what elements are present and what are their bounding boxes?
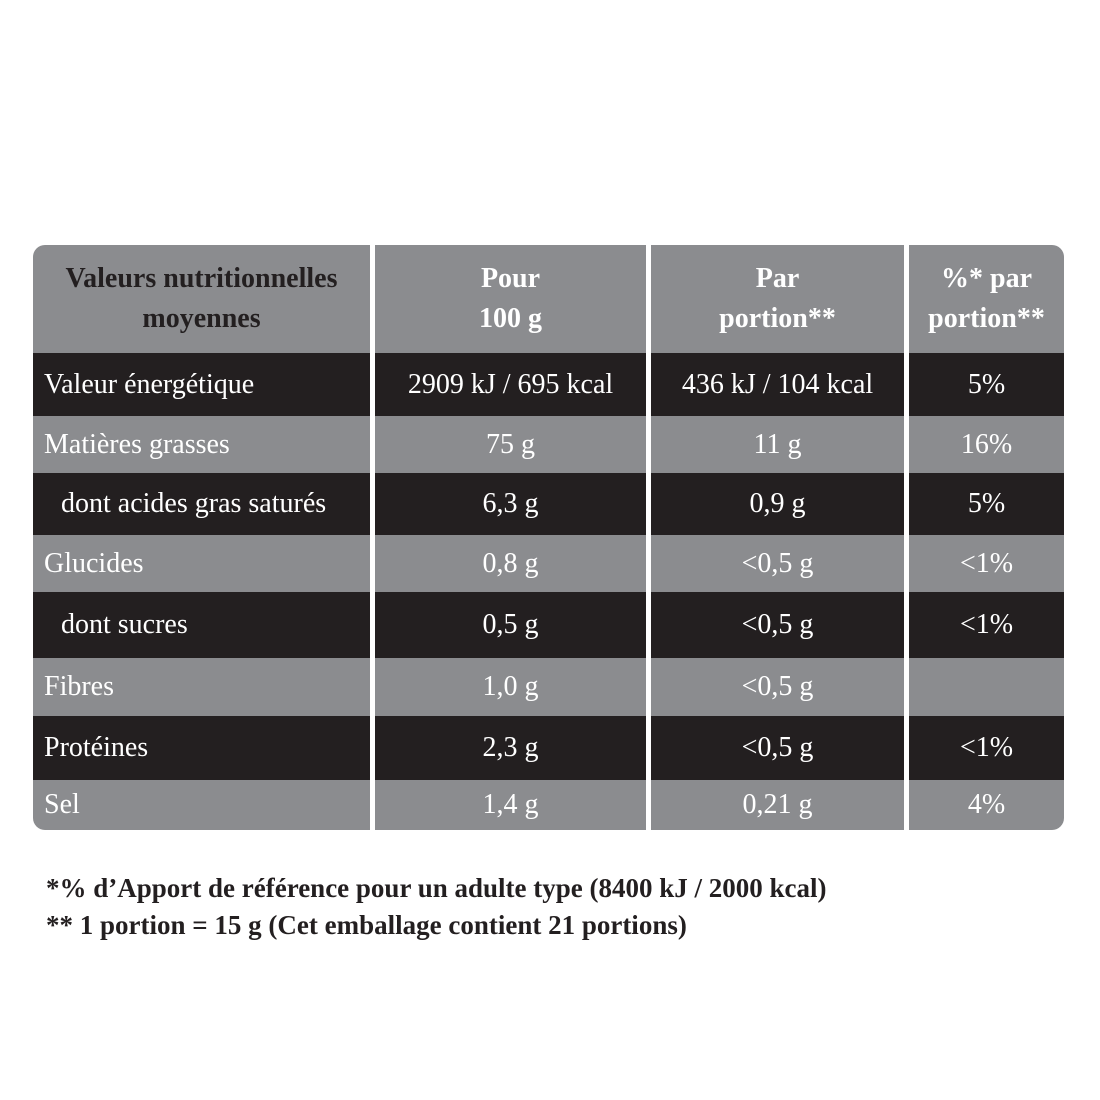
row-per-100g: 2909 kJ / 695 kcal [375,353,646,416]
row-percent: <1% [909,716,1064,780]
row-per-100g: 0,5 g [375,592,646,658]
header-line: %* par [941,263,1032,294]
row-per-portion: <0,5 g [651,592,904,658]
row-label: Protéines [33,716,370,780]
row-per-portion: <0,5 g [651,716,904,780]
row-per-100g: 1,4 g [375,780,646,830]
header-line: Par [755,263,800,294]
row-per-portion: 0,21 g [651,780,904,830]
row-label: Sel [33,780,370,830]
row-per-100g: 75 g [375,416,646,473]
header-line: Valeurs nutritionnelles [65,263,338,294]
footnote-reference-intake: *% d’Apport de référence pour un adulte … [46,873,827,903]
row-per-portion: <0,5 g [651,658,904,716]
row-percent: 5% [909,353,1064,416]
row-per-100g: 1,0 g [375,658,646,716]
footnotes: *% d’Apport de référence pour un adulte … [46,870,826,944]
row-label: Matières grasses [33,416,370,473]
row-per-100g: 2,3 g [375,716,646,780]
row-label: dont acides gras saturés [33,473,370,535]
header-percent-portion: %* par portion** [909,245,1064,353]
header-nutrient: Valeurs nutritionnelles moyennes [33,245,370,353]
header-line: portion** [719,303,836,334]
header-per-portion: Par portion** [651,245,904,353]
header-line: Pour [480,263,541,294]
row-per-100g: 0,8 g [375,535,646,592]
nutrition-table: Valeurs nutritionnelles moyennes Pour 100 … [33,245,1064,830]
row-label: Valeur énergétique [33,353,370,416]
footnote-portion: ** 1 portion = 15 g (Cet emballage conti… [46,910,687,940]
row-per-portion: 0,9 g [651,473,904,535]
row-percent: 5% [909,473,1064,535]
row-per-portion: 11 g [651,416,904,473]
row-per-100g: 6,3 g [375,473,646,535]
row-percent [909,658,1064,716]
header-per-100g: Pour 100 g [375,245,646,353]
row-per-portion: 436 kJ / 104 kcal [651,353,904,416]
row-percent: 4% [909,780,1064,830]
header-line: portion** [928,303,1045,334]
row-percent: <1% [909,592,1064,658]
row-label: dont sucres [33,592,370,658]
row-per-portion: <0,5 g [651,535,904,592]
header-line: moyennes [142,303,261,334]
row-percent: 16% [909,416,1064,473]
row-label: Glucides [33,535,370,592]
header-line: 100 g [479,303,542,334]
row-label: Fibres [33,658,370,716]
row-percent: <1% [909,535,1064,592]
